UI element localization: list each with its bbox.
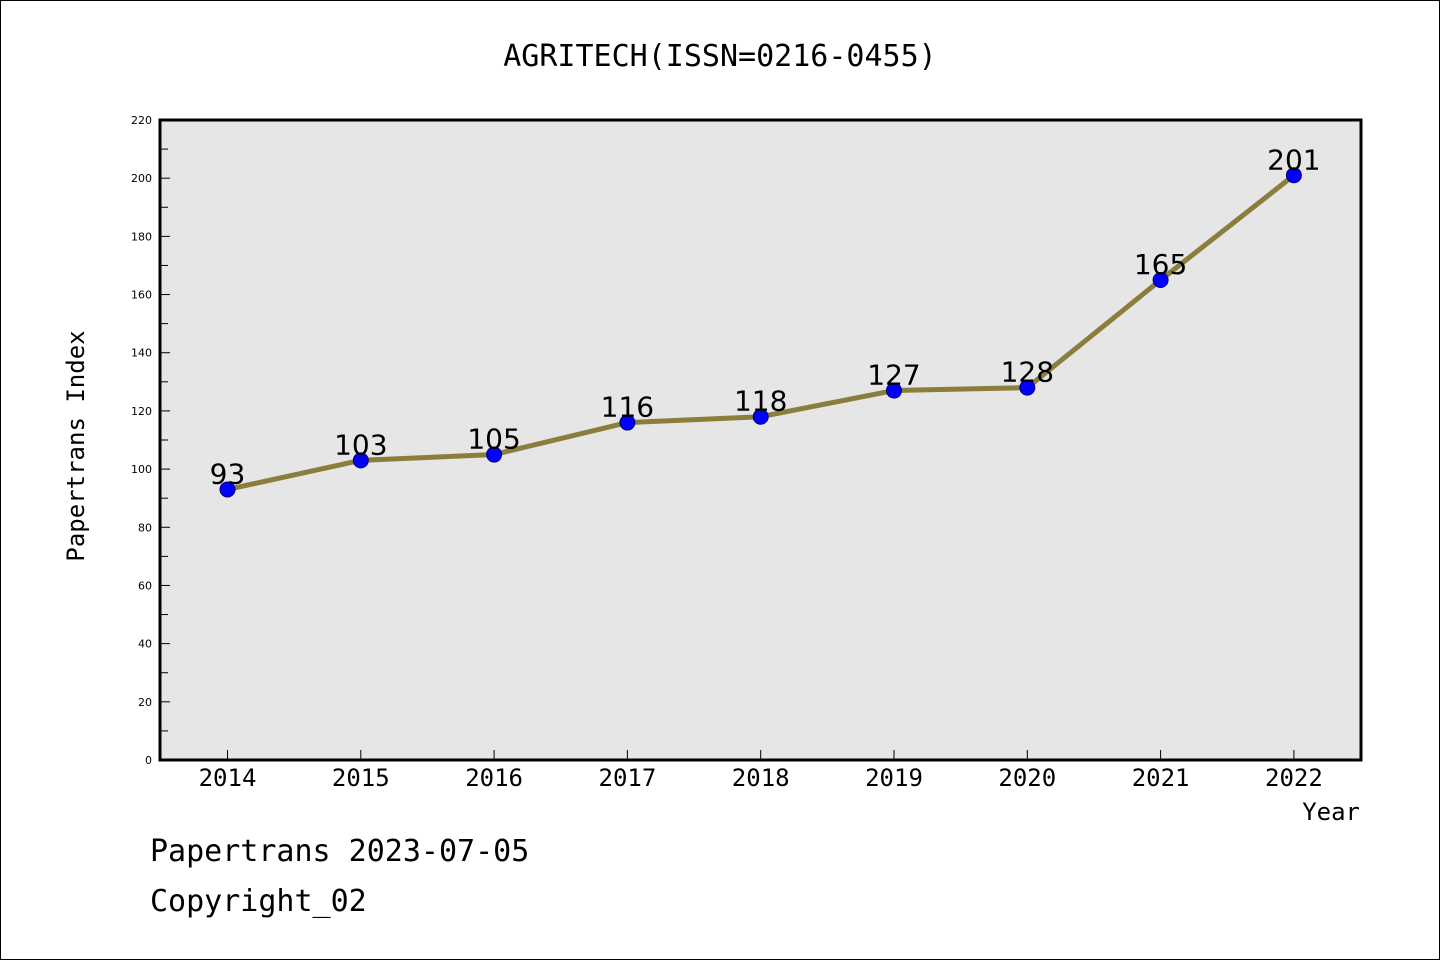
data-label: 128	[1001, 356, 1054, 389]
data-point	[752, 408, 769, 425]
footer-date: Papertrans 2023-07-05	[150, 834, 530, 869]
y-tick-label: 0	[145, 754, 152, 767]
y-axis: 0 20 40 60 80 100 120 140 160 180 200 220	[131, 114, 170, 767]
x-tick-label: 2021	[1132, 764, 1190, 792]
data-label: 93	[210, 457, 246, 490]
series-group: 93 103 105 116 118 127 128 165 201	[210, 143, 1321, 498]
data-point	[219, 481, 236, 498]
data-label: 118	[734, 385, 787, 418]
data-point	[352, 452, 369, 469]
y-tick-label: 20	[138, 696, 152, 709]
x-tick-label: 2019	[865, 764, 923, 792]
data-label: 103	[334, 428, 387, 461]
data-point	[1019, 379, 1036, 396]
x-tick-label: 2014	[199, 764, 257, 792]
data-point	[886, 382, 902, 399]
data-label: 127	[867, 359, 920, 392]
y-tick-label: 140	[131, 347, 152, 360]
y-tick-label: 160	[131, 289, 152, 302]
chart-title: AGRITECH(ISSN=0216-0455)	[503, 39, 936, 74]
y-tick-label: 40	[138, 638, 152, 651]
y-tick-label: 100	[131, 463, 152, 476]
x-tick-label: 2020	[998, 764, 1056, 792]
y-tick-label: 60	[138, 579, 152, 592]
x-tick-label: 2016	[465, 764, 523, 792]
data-point	[1285, 167, 1302, 184]
data-label: 165	[1134, 248, 1187, 281]
data-point	[619, 414, 636, 431]
x-tick-label: 2017	[599, 764, 657, 792]
data-label: 201	[1267, 143, 1320, 176]
y-axis-label: Papertrans Index	[62, 330, 90, 561]
y-tick-label: 200	[131, 172, 152, 185]
plot-area	[158, 118, 1363, 762]
x-axis: 2014 2015 2016 2017 2018 2019 2020 2021 2022	[199, 750, 1323, 792]
data-label: 105	[467, 423, 520, 456]
x-tick-label: 2015	[332, 764, 390, 792]
footer-copyright: Copyright_02	[150, 884, 367, 919]
y-tick-label: 180	[131, 230, 152, 243]
x-tick-label: 2018	[732, 764, 790, 792]
y-tick-label: 120	[131, 405, 152, 418]
x-tick-label: 2022	[1265, 764, 1323, 792]
data-point	[1152, 272, 1169, 288]
data-point	[486, 446, 503, 463]
x-axis-label: Year	[1302, 798, 1360, 826]
y-tick-label: 80	[138, 521, 152, 534]
y-tick-label: 220	[131, 114, 152, 127]
data-label: 116	[601, 391, 654, 424]
